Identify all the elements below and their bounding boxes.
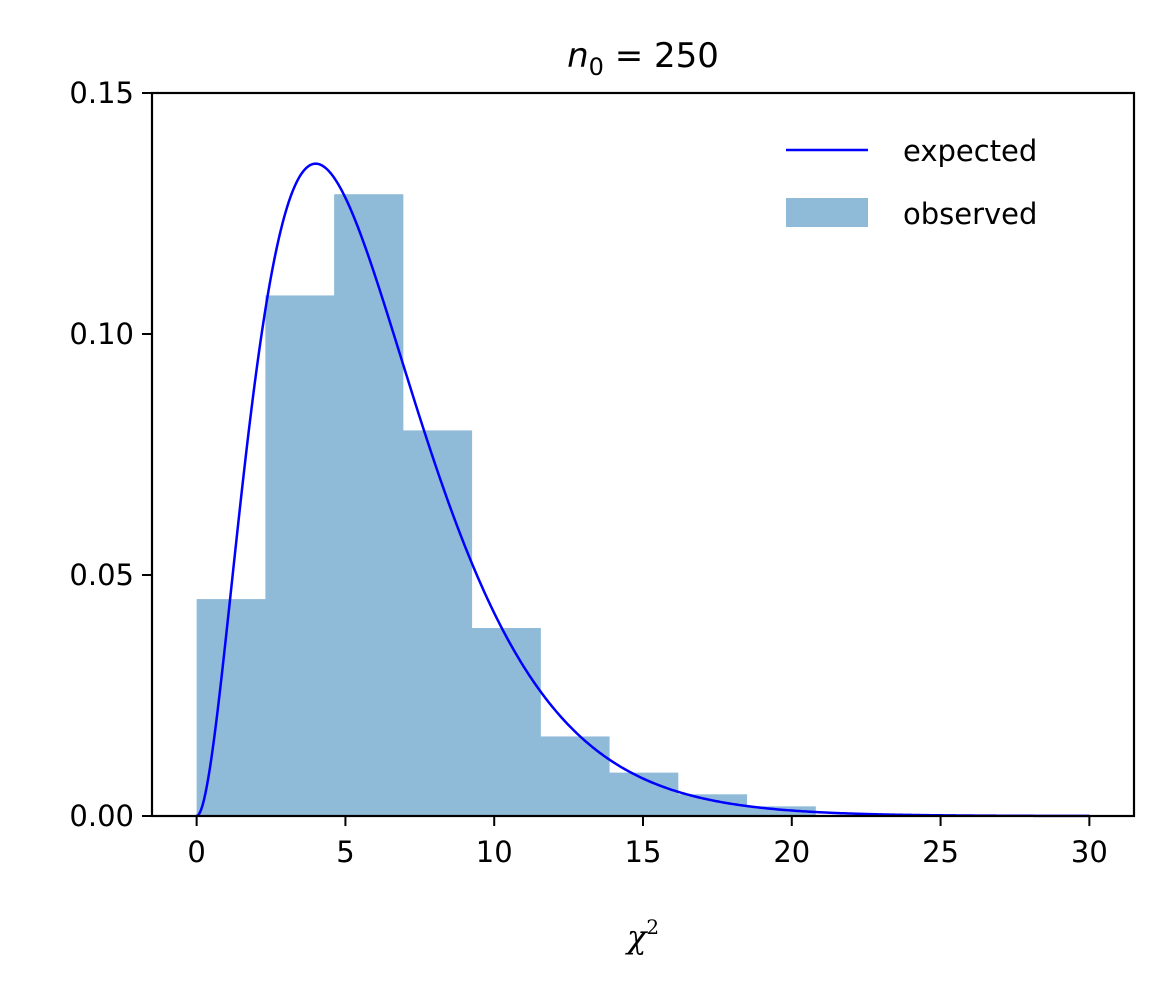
x-tick-label: 15 [625, 835, 662, 869]
y-tick-label: 0.00 [69, 799, 134, 833]
y-axis-ticks: 0.00 0.05 0.10 0.15 [69, 76, 152, 833]
histogram-bar [265, 295, 335, 816]
xlabel-base: χ [625, 918, 648, 956]
x-tick-label: 10 [476, 835, 513, 869]
xlabel-superscript: 2 [646, 915, 659, 939]
title-subscript: 0 [589, 53, 604, 81]
title-base: n [567, 36, 589, 76]
title-rest: = 250 [604, 36, 719, 76]
x-axis-ticks: 0 5 10 15 20 25 30 [187, 816, 1108, 869]
histogram-bar [334, 194, 404, 817]
histogram-bar [471, 628, 541, 816]
legend-swatch-observed [786, 198, 868, 227]
legend-label-expected: expected [903, 134, 1037, 168]
y-tick-label: 0.10 [69, 317, 134, 351]
legend-label-observed: observed [903, 197, 1037, 231]
x-tick-label: 30 [1071, 835, 1108, 869]
chart-title: n0 = 250 [567, 36, 719, 81]
histogram-bar [746, 806, 816, 816]
x-tick-label: 20 [773, 835, 810, 869]
histogram-bars [196, 194, 816, 817]
y-tick-label: 0.05 [69, 558, 134, 592]
histogram-bar [402, 430, 473, 816]
histogram-bar [677, 794, 748, 816]
legend: expected observed [786, 134, 1037, 231]
x-tick-label: 5 [336, 835, 354, 869]
x-tick-label: 25 [922, 835, 959, 869]
histogram-bar [540, 736, 610, 816]
x-tick-label: 0 [187, 835, 205, 869]
y-tick-label: 0.15 [69, 76, 134, 110]
x-axis-label: χ2 [625, 915, 659, 956]
